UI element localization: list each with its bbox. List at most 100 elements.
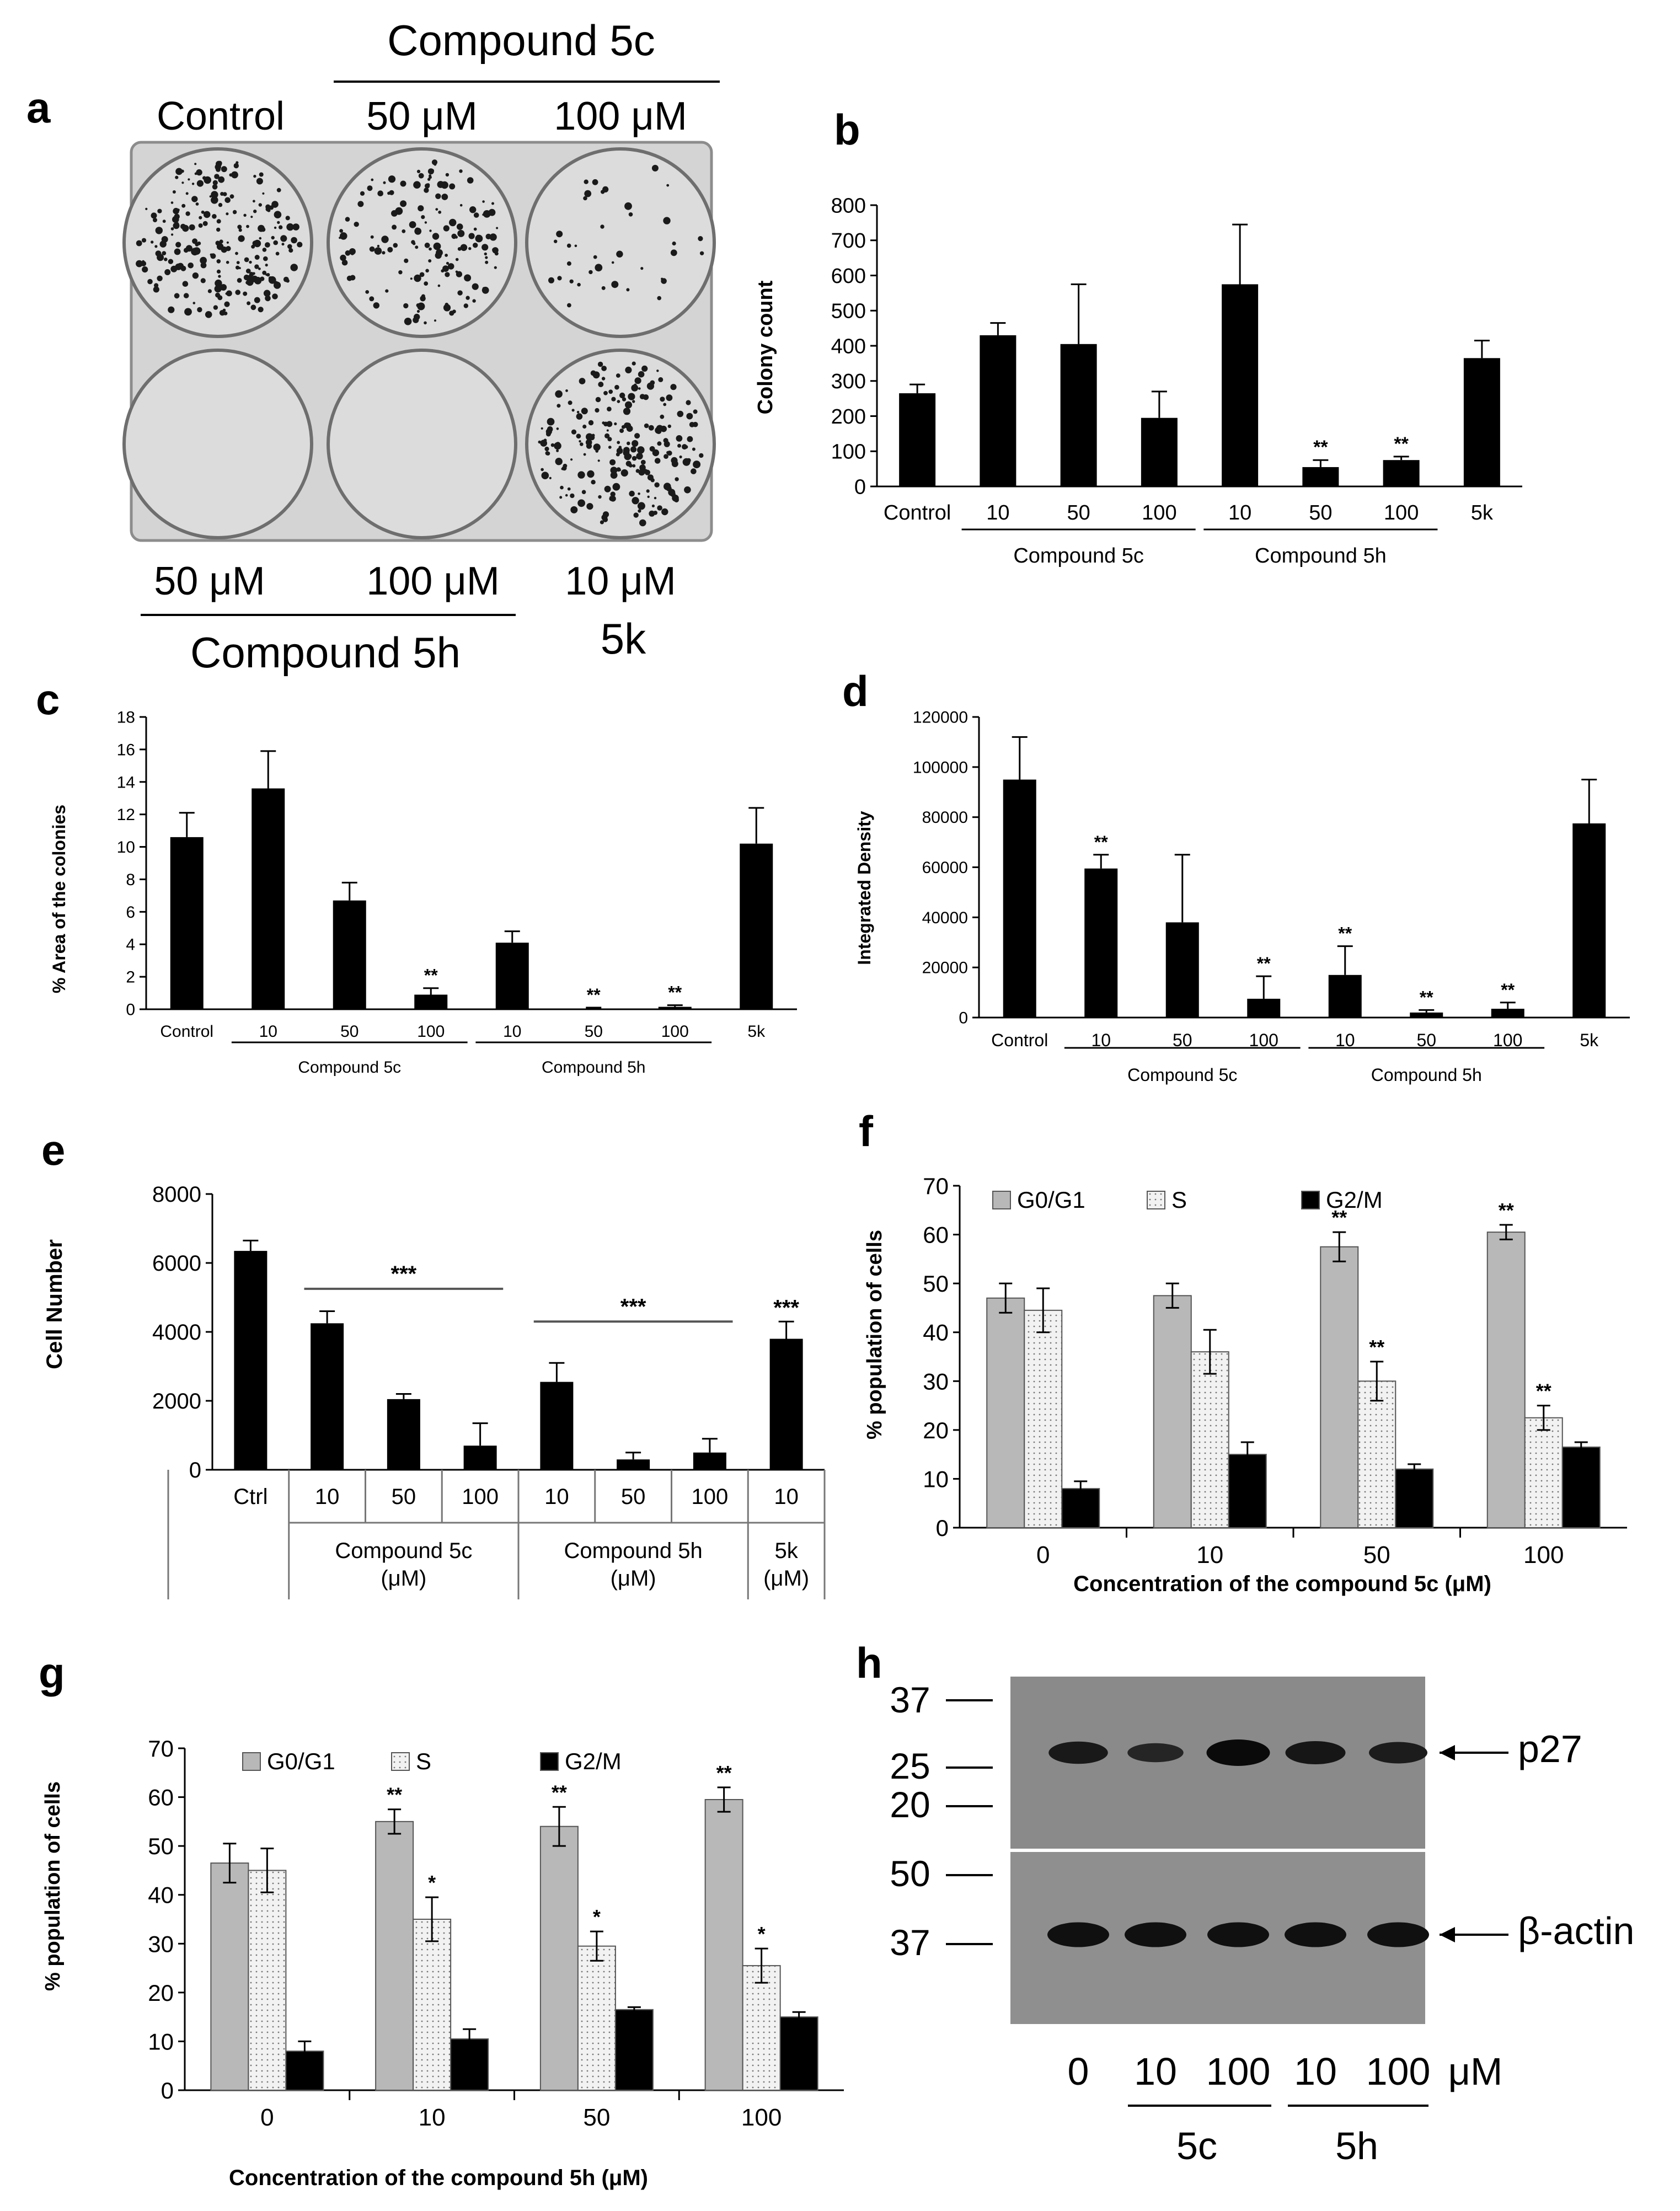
chart-b-y-tick-label: 500 xyxy=(831,300,866,323)
colony-dot xyxy=(496,227,499,229)
chart-e-bar xyxy=(617,1459,650,1470)
colony-dot xyxy=(171,233,174,236)
colony-dot xyxy=(259,237,262,240)
chart-g-significance: ** xyxy=(716,1762,732,1784)
chart-b-bar xyxy=(1463,358,1500,486)
colony-dot xyxy=(216,269,221,274)
colony-dot xyxy=(283,237,287,240)
colony-dot xyxy=(253,210,257,213)
colony-dot xyxy=(646,489,650,493)
colony-dot xyxy=(447,263,454,270)
plate-footer-5k: 5k xyxy=(601,614,646,663)
colony-dot xyxy=(215,240,221,246)
chart-d-group-label: Compound 5h xyxy=(1371,1065,1482,1085)
chart-d-y-tick-label: 20000 xyxy=(922,959,968,977)
chart-d-category-label: 50 xyxy=(1173,1030,1192,1050)
chart-d-category-label: 100 xyxy=(1249,1030,1278,1050)
colony-dot xyxy=(644,395,648,399)
colony-dot xyxy=(638,492,640,495)
chart-b-significance: ** xyxy=(1394,433,1409,454)
chart-d-bar xyxy=(1247,998,1281,1018)
colony-dot xyxy=(141,238,147,243)
colony-dot xyxy=(620,469,628,477)
chart-e-category-label: 100 xyxy=(462,1485,499,1509)
chart-c-category-label: 10 xyxy=(259,1022,277,1041)
colony-dot xyxy=(383,181,386,184)
chart-d-category-label: 5k xyxy=(1580,1030,1599,1050)
colony-dot xyxy=(472,299,476,303)
chart-g-bar-g0g1 xyxy=(704,1799,743,2091)
colony-dot xyxy=(428,259,432,263)
chart-d-y-tick-label: 120000 xyxy=(913,709,968,727)
colony-dot xyxy=(663,217,671,224)
colony-dot xyxy=(591,480,596,485)
colony-dot xyxy=(588,270,593,275)
chart-d-significance: ** xyxy=(1257,954,1271,973)
chart-g-legend-label: S xyxy=(416,1748,431,1774)
colony-dot xyxy=(491,202,494,205)
colony-dot xyxy=(675,477,679,481)
colony-dot xyxy=(473,227,477,231)
chart-e-category-label: 10 xyxy=(315,1485,340,1509)
colony-dot xyxy=(606,429,609,432)
colony-dot xyxy=(164,258,168,261)
colony-dot xyxy=(494,251,499,256)
colony-dot xyxy=(654,458,661,464)
colony-dot xyxy=(185,192,189,195)
colony-dot xyxy=(225,292,228,295)
colony-dot xyxy=(617,400,620,403)
colony-dot xyxy=(667,451,672,456)
chart-b-bar xyxy=(1302,467,1339,486)
colony-dot xyxy=(274,211,282,219)
chart-d-bar xyxy=(1491,1009,1524,1018)
blot-arrowhead xyxy=(1440,1745,1455,1760)
colony-dot xyxy=(651,504,655,508)
colony-dot xyxy=(371,178,374,181)
colony-dot xyxy=(619,392,625,399)
colony-dot xyxy=(593,443,601,451)
chart-c-y-tick-label: 2 xyxy=(126,968,135,987)
colony-dot xyxy=(647,495,650,498)
chart-e-ylabel: Cell Number xyxy=(42,1239,67,1369)
colony-dot xyxy=(583,196,587,201)
blot-band-p27 xyxy=(1285,1741,1346,1764)
plate-well xyxy=(525,147,716,338)
colony-dot xyxy=(595,264,603,272)
colony-dot xyxy=(577,499,585,507)
colony-dot xyxy=(686,400,691,405)
colony-dot xyxy=(581,408,588,415)
chart-b-category-label: 10 xyxy=(986,501,1009,524)
colony-dot xyxy=(554,239,558,243)
colony-dot xyxy=(570,458,573,461)
chart-c-y-tick-label: 18 xyxy=(117,709,135,727)
colony-dot xyxy=(610,491,616,497)
colony-dot xyxy=(443,225,450,232)
colony-dot xyxy=(677,443,681,448)
panel-b-chart: Colony count 0 100 200 300 400 500 600 700 800 Co… xyxy=(754,194,1522,568)
colony-dot xyxy=(580,442,584,446)
chart-c-bar xyxy=(333,900,366,1009)
chart-c-y-tick-label: 6 xyxy=(126,903,135,922)
colony-dot xyxy=(693,409,698,414)
colony-dot xyxy=(416,309,420,313)
blot-band-label-p27: p27 xyxy=(1518,1727,1582,1770)
colony-dot xyxy=(431,169,434,172)
colony-dot xyxy=(597,459,600,462)
chart-e-bar xyxy=(463,1446,497,1470)
chart-c-bar xyxy=(414,994,448,1009)
colony-dot xyxy=(548,277,554,283)
colony-dot xyxy=(369,296,374,302)
colony-dot xyxy=(568,400,573,405)
chart-g-legend-label: G0/G1 xyxy=(267,1748,335,1774)
panel-c-chart: % Area of the colonies 0 2 4 6 8 10 12 14 16 18 Co… xyxy=(49,709,797,1077)
colony-dot xyxy=(418,173,424,179)
chart-g-bar-g0g1 xyxy=(210,1862,249,2091)
chart-b-y-tick-label: 100 xyxy=(831,441,866,464)
colony-dot xyxy=(191,196,198,202)
colony-dot xyxy=(661,278,667,284)
colony-dot xyxy=(181,169,184,173)
colony-dot xyxy=(638,509,641,513)
blot-lane-label-3: 100 xyxy=(1206,2050,1271,2093)
colony-dot xyxy=(592,179,598,185)
colony-dot xyxy=(663,438,668,443)
